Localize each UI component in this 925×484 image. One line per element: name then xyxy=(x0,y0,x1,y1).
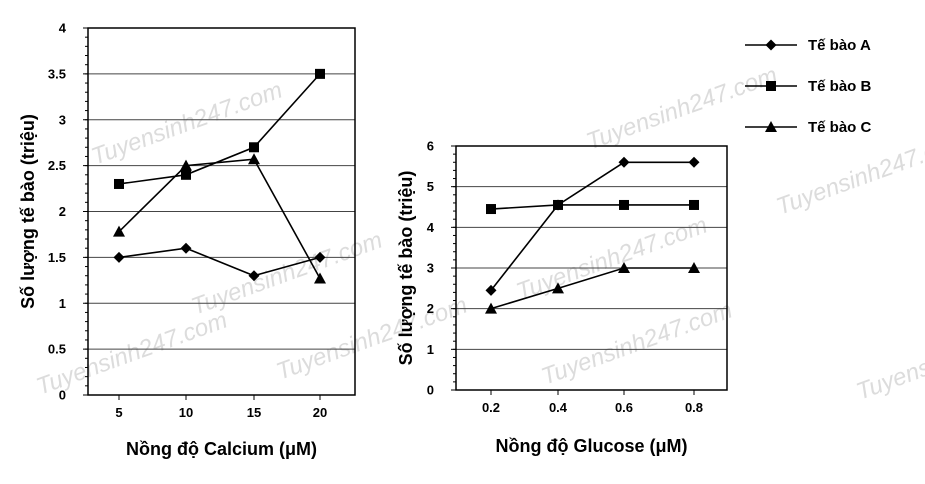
x-tick-label: 0.6 xyxy=(615,400,633,415)
data-point xyxy=(180,159,192,171)
y-tick-label: 3 xyxy=(427,261,434,276)
y-tick-label: 1.5 xyxy=(48,250,66,265)
data-point xyxy=(618,156,630,168)
data-point xyxy=(249,142,259,153)
series-b xyxy=(114,68,325,189)
plot-area xyxy=(455,145,728,391)
legend-label: Tế bào B xyxy=(808,78,872,95)
data-point xyxy=(113,225,125,237)
y-axis-title: Số lượng tế bào (triệu) xyxy=(18,114,38,309)
data-point xyxy=(688,262,700,273)
data-point xyxy=(113,251,125,263)
data-point xyxy=(486,204,496,215)
series-line xyxy=(490,204,694,210)
y-tick-label: 3 xyxy=(59,112,66,127)
series-c xyxy=(113,153,326,284)
series-line xyxy=(118,158,321,279)
data-point xyxy=(248,270,260,282)
watermark-text: Tuyensinh247.com xyxy=(188,227,386,321)
data-point xyxy=(689,199,699,210)
y-tick-label: 1 xyxy=(59,296,66,311)
x-tick-label: 5 xyxy=(115,405,122,420)
watermark-text: Tuyensinh247.com xyxy=(538,297,736,391)
watermark-text: Tuyensinh247.com xyxy=(88,77,286,171)
x-tick-label: 10 xyxy=(179,405,193,420)
x-axis-title: Nồng độ Calcium (μM) xyxy=(126,439,317,459)
y-tick-label: 0 xyxy=(427,383,434,398)
y-tick-label: 2 xyxy=(427,301,434,316)
x-tick-label: 0.4 xyxy=(549,400,568,415)
y-tick-label: 1 xyxy=(427,342,434,357)
data-point xyxy=(485,302,497,314)
y-tick-label: 2 xyxy=(59,204,66,219)
y-tick-label: 5 xyxy=(427,179,434,194)
data-point xyxy=(248,153,260,165)
series-line xyxy=(118,73,321,185)
legend-marker xyxy=(766,81,776,91)
watermark-text: Tuyensinh247.com xyxy=(273,292,471,386)
data-point xyxy=(552,282,564,294)
data-point xyxy=(180,242,192,254)
data-point xyxy=(553,199,563,210)
watermark-text: Tuyensinh247.com xyxy=(773,127,925,221)
glucose-chart: 0 1 2 3 4 5 6 0.2 0.4 0.6 0.8 Số lượng tế bào (triệ… xyxy=(396,139,728,456)
legend-item: Tế bào B xyxy=(745,78,872,95)
watermark-layer: Tuyensinh247.comTuyensinh247.comTuyensin… xyxy=(33,62,925,406)
data-point xyxy=(618,262,630,273)
y-tick-label: 6 xyxy=(427,139,434,154)
series-b xyxy=(486,199,699,215)
x-tick-label: 15 xyxy=(247,405,261,420)
data-point xyxy=(688,156,700,168)
y-tick-label: 4 xyxy=(59,21,67,36)
watermark-text: Tuyensinh247.com xyxy=(853,312,925,406)
y-tick-label: 0 xyxy=(59,388,66,403)
x-axis-title: Nồng độ Glucose (μM) xyxy=(496,436,688,456)
legend-item: Tế bào C xyxy=(745,119,872,136)
series-line xyxy=(490,161,694,291)
data-point xyxy=(181,169,191,180)
watermark-text: Tuyensinh247.com xyxy=(583,62,781,156)
data-point xyxy=(315,68,325,79)
data-point xyxy=(114,178,124,189)
legend-marker xyxy=(765,121,777,132)
y-axis-title: Số lượng tế bào (triệu) xyxy=(396,171,416,366)
data-point xyxy=(485,284,497,296)
legend-item: Tế bào A xyxy=(745,37,871,54)
series-line xyxy=(490,267,694,310)
legend-label: Tế bào C xyxy=(808,119,872,136)
x-tick-label: 20 xyxy=(313,405,327,420)
series-a xyxy=(113,242,326,282)
data-point xyxy=(314,272,326,284)
x-tick-label: 0.2 xyxy=(482,400,500,415)
x-tick-label: 0.8 xyxy=(685,400,703,415)
calcium-chart: 0 0.5 1 1.5 2 2.5 3 3.5 4 5 10 15 20 Số lượng tế bào … xyxy=(18,21,356,459)
data-point xyxy=(619,199,629,210)
y-tick-label: 3.5 xyxy=(48,66,66,81)
plot-area xyxy=(87,27,356,396)
data-point xyxy=(314,251,326,263)
legend-marker xyxy=(765,39,777,51)
series-line xyxy=(118,247,321,277)
y-tick-label: 4 xyxy=(427,220,435,235)
legend: Tế bào A Tế bào B Tế bào C xyxy=(745,37,872,136)
series-c xyxy=(485,262,700,314)
y-tick-label: 2.5 xyxy=(48,158,66,173)
y-tick-label: 0.5 xyxy=(48,342,66,357)
legend-label: Tế bào A xyxy=(808,37,871,54)
